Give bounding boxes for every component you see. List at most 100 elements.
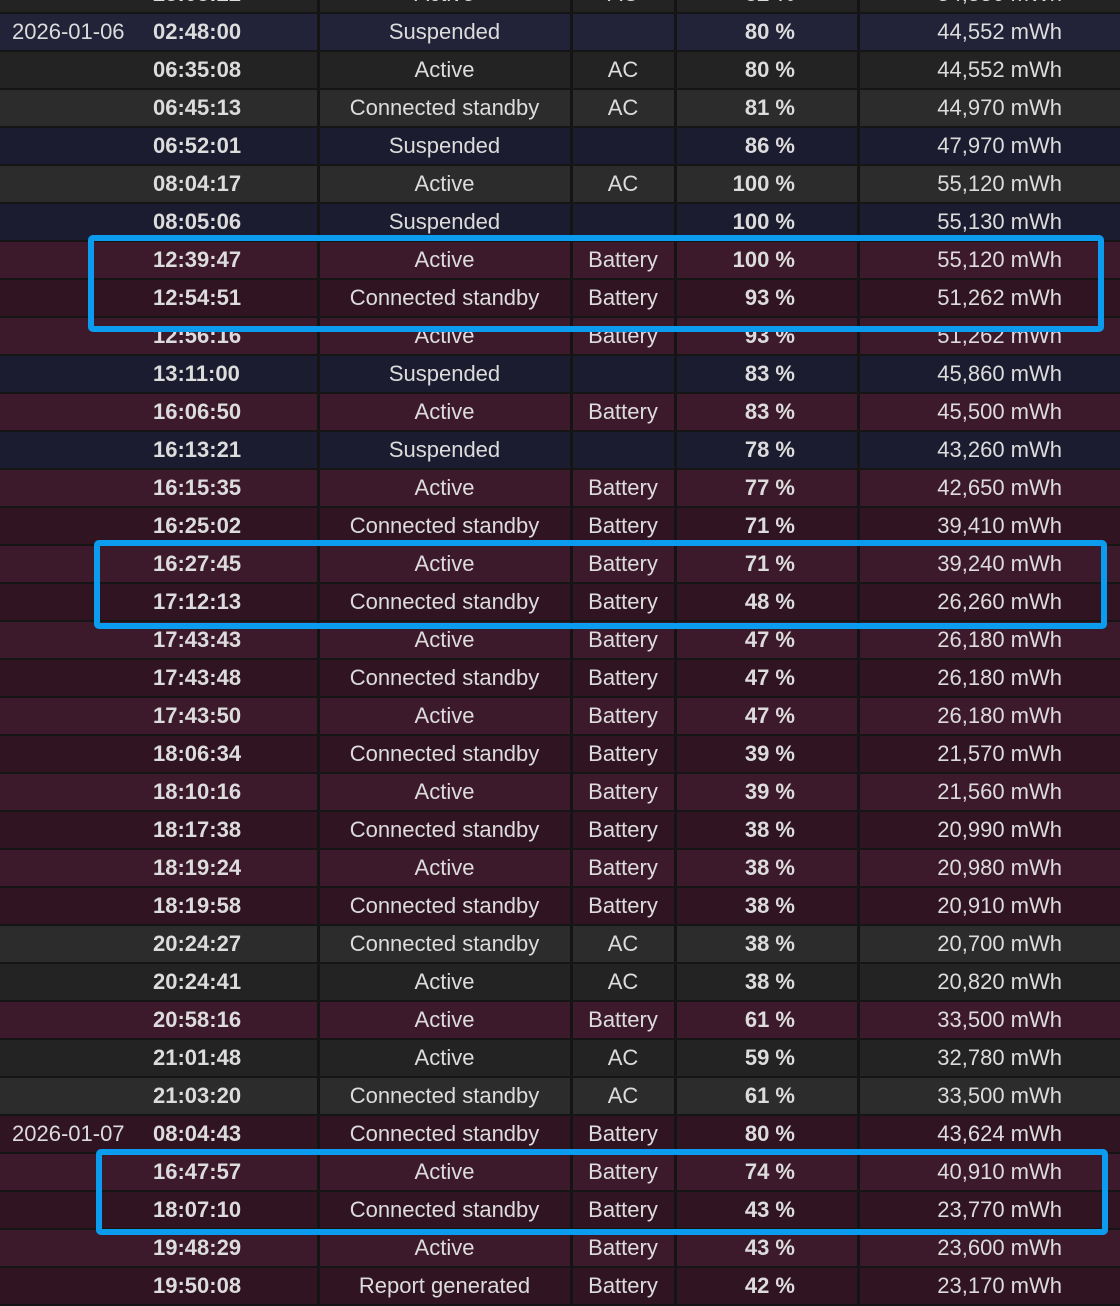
table-row: 19:50:08 Report generated Battery 42 % 23,17… [0, 1268, 1120, 1304]
table-row: 17:43:50 Active Battery 47 % 26,180 mWh [0, 698, 1120, 734]
column-separator [317, 1002, 320, 1038]
time-cell: 16:47:57 [153, 1159, 242, 1184]
percent-cell: 38 % [744, 855, 795, 880]
percent-cell: 74 % [744, 1159, 795, 1184]
capacity-cell: 43,624 mWh [937, 1121, 1062, 1146]
time-cell: 06:35:08 [153, 57, 242, 82]
capacity-cell: 40,910 mWh [937, 1159, 1062, 1184]
column-separator [317, 1268, 320, 1304]
time-cell: 12:54:51 [153, 285, 242, 310]
column-separator [674, 166, 677, 202]
column-separator [857, 90, 860, 126]
table-row: 16:13:21 Suspended 78 % 43,260 mWh [0, 432, 1120, 468]
percent-cell: 47 % [744, 665, 795, 690]
highlight-box [94, 540, 1107, 629]
column-separator [674, 1154, 677, 1190]
state-cell: Active [414, 779, 475, 804]
time-cell: 17:12:13 [153, 589, 242, 614]
capacity-cell: 55,120 mWh [937, 247, 1062, 272]
table-row: 18:06:34 Connected standby Battery 39 % 21,5… [0, 736, 1120, 772]
column-separator [674, 964, 677, 1000]
time-cell: 08:04:43 [153, 1121, 242, 1146]
source-cell: Battery [588, 1159, 658, 1184]
column-separator [674, 52, 677, 88]
time-cell: 18:19:24 [153, 855, 242, 880]
column-separator [570, 470, 573, 506]
column-separator [570, 1116, 573, 1152]
column-separator [317, 812, 320, 848]
state-cell: Connected standby [349, 513, 540, 538]
state-cell: Connected standby [349, 931, 540, 956]
percent-cell: 81 % [744, 95, 795, 120]
column-separator [570, 394, 573, 430]
column-separator [674, 90, 677, 126]
time-cell: 16:27:45 [153, 551, 242, 576]
capacity-cell: 26,260 mWh [937, 589, 1062, 614]
source-cell: Battery [588, 1235, 658, 1260]
percent-cell: 42 % [744, 1273, 795, 1298]
table-row: 08:04:17 Active AC 100 % 55,120 mWh [0, 166, 1120, 202]
percent-cell: 93 % [744, 285, 795, 310]
source-cell: Battery [588, 1197, 658, 1222]
capacity-cell: 32,780 mWh [937, 1045, 1062, 1070]
source-cell: Battery [588, 703, 658, 728]
state-cell: Suspended [388, 209, 501, 234]
column-separator [674, 546, 677, 582]
column-separator [857, 1154, 860, 1190]
column-separator [317, 1078, 320, 1114]
time-cell: 23:03:22 [153, 0, 241, 12]
time-cell: 18:06:34 [153, 741, 242, 766]
column-separator [674, 812, 677, 848]
column-separator [857, 660, 860, 696]
capacity-cell: 26,180 mWh [937, 703, 1062, 728]
column-separator [570, 1078, 573, 1114]
column-separator [317, 166, 320, 202]
percent-cell: 80 % [744, 19, 795, 44]
state-cell: Active [414, 57, 475, 82]
column-separator [674, 584, 677, 620]
column-separator [857, 812, 860, 848]
state-cell: Active [414, 1235, 475, 1260]
column-separator [674, 1116, 677, 1152]
source-cell: AC [571, 0, 675, 12]
time-cell: 19:48:29 [153, 1235, 242, 1260]
column-separator [674, 736, 677, 772]
column-separator [317, 90, 320, 126]
state-cell: Report generated [358, 1273, 531, 1298]
time-cell: 16:25:02 [153, 513, 242, 538]
column-separator [857, 280, 860, 316]
capacity-cell: 44,970 mWh [937, 95, 1062, 120]
column-separator [674, 318, 677, 354]
capacity-cell: 43,260 mWh [937, 437, 1062, 462]
state-cell: Suspended [388, 361, 501, 386]
percent-cell: 71 % [744, 551, 795, 576]
table-row: 06:35:08 Active AC 80 % 44,552 mWh [0, 52, 1120, 88]
source-cell: AC [607, 171, 639, 196]
column-separator [317, 774, 320, 810]
column-separator [570, 508, 573, 544]
column-separator [857, 1040, 860, 1076]
state-cell: Active [414, 1007, 475, 1032]
source-cell: AC [607, 931, 639, 956]
column-separator [570, 52, 573, 88]
column-separator [857, 0, 860, 12]
column-separator [857, 546, 860, 582]
column-separator [570, 204, 573, 240]
percent-cell: 82 % [675, 0, 795, 12]
time-cell: 02:48:00 [153, 19, 242, 44]
percent-cell: 86 % [744, 133, 795, 158]
column-separator [674, 394, 677, 430]
time-cell: 06:52:01 [153, 133, 242, 158]
percent-cell: 59 % [744, 1045, 795, 1070]
capacity-cell: 21,560 mWh [937, 779, 1062, 804]
capacity-cell: 20,980 mWh [937, 855, 1062, 880]
column-separator [857, 356, 860, 392]
column-separator [570, 0, 573, 12]
time-cell: 17:43:43 [153, 627, 242, 652]
column-separator [317, 546, 320, 582]
state-cell: Active [414, 247, 475, 272]
column-separator [857, 1078, 860, 1114]
source-cell: AC [607, 57, 639, 82]
source-cell: Battery [588, 741, 658, 766]
